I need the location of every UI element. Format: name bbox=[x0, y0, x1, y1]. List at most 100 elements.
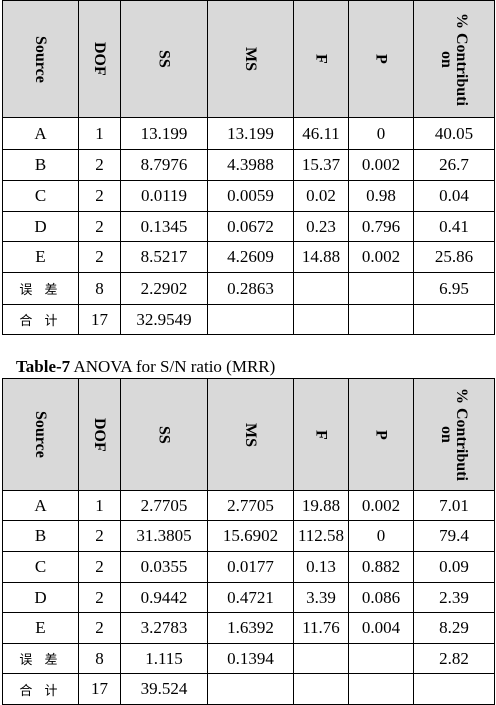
cell: 0.9442 bbox=[120, 582, 208, 613]
cell bbox=[348, 673, 414, 705]
header-cell: SS bbox=[120, 378, 208, 491]
cell: 25.86 bbox=[413, 241, 495, 273]
cell: 14.88 bbox=[293, 241, 349, 273]
table-caption: Table-7 ANOVA for S/N ratio (MRR) bbox=[16, 357, 275, 377]
cell: E bbox=[2, 612, 79, 644]
cell: 0.2863 bbox=[207, 272, 294, 305]
header-cell: P bbox=[348, 0, 414, 118]
cell: 2.7705 bbox=[207, 490, 294, 521]
cell: C bbox=[2, 551, 79, 583]
cell: 13.199 bbox=[120, 117, 208, 150]
cell: 0.4721 bbox=[207, 582, 294, 613]
cell: 0.0119 bbox=[120, 180, 208, 212]
header-text: Source bbox=[32, 35, 49, 83]
header-cell: DOF bbox=[78, 378, 121, 491]
cell: 2 bbox=[78, 149, 121, 181]
cell: 8 bbox=[78, 272, 121, 305]
cell bbox=[348, 643, 414, 674]
cell: 13.199 bbox=[207, 117, 294, 150]
cell: 0.0355 bbox=[120, 551, 208, 583]
cell: 32.9549 bbox=[120, 304, 208, 335]
cell: 2 bbox=[78, 211, 121, 242]
cell: 2 bbox=[78, 241, 121, 273]
cell: 0.1394 bbox=[207, 643, 294, 674]
cell: 17 bbox=[78, 673, 121, 705]
data-row: D 2 0.9442 0.4721 3.39 0.086 2.39 bbox=[2, 582, 495, 613]
header-text: DOF bbox=[91, 42, 108, 76]
cell: 3.2783 bbox=[120, 612, 208, 644]
header-text: P bbox=[372, 429, 390, 440]
cell: 6.95 bbox=[413, 272, 495, 305]
header-cell: F bbox=[293, 378, 349, 491]
data-row: 误 差 8 1.115 0.1394 2.82 bbox=[2, 643, 495, 674]
data-row: A 1 13.199 13.199 46.11 0 40.05 bbox=[2, 117, 495, 150]
header-text: F bbox=[312, 54, 330, 64]
cell bbox=[293, 673, 349, 705]
cell: 2 bbox=[78, 582, 121, 613]
cell: 8.5217 bbox=[120, 241, 208, 273]
data-row: C 2 0.0355 0.0177 0.13 0.882 0.09 bbox=[2, 551, 495, 583]
cell bbox=[207, 304, 294, 335]
header-cell: % Contribution bbox=[413, 0, 495, 118]
cell: 7.01 bbox=[413, 490, 495, 521]
data-row: A 1 2.7705 2.7705 19.88 0.002 7.01 bbox=[2, 490, 495, 521]
cell: 2.39 bbox=[413, 582, 495, 613]
data-row: 合 计 17 39.524 bbox=[2, 673, 495, 705]
header-text: % Contribution bbox=[438, 12, 470, 106]
header-text: Source bbox=[32, 411, 49, 458]
header-cell: Source bbox=[2, 378, 79, 491]
cell: 17 bbox=[78, 304, 121, 335]
header-text: MS bbox=[242, 47, 259, 71]
cell: 0.086 bbox=[348, 582, 414, 613]
cell: 2 bbox=[78, 551, 121, 583]
cell: 79.4 bbox=[413, 520, 495, 552]
header-text: SS bbox=[155, 425, 173, 444]
header-cell: DOF bbox=[78, 0, 121, 118]
caption-text: ANOVA for S/N ratio (MRR) bbox=[73, 357, 276, 376]
header-cell: P bbox=[348, 378, 414, 491]
cell: A bbox=[2, 117, 79, 150]
cell: 2 bbox=[78, 180, 121, 212]
cell: 0.41 bbox=[413, 211, 495, 242]
data-row: E 2 8.5217 4.2609 14.88 0.002 25.86 bbox=[2, 241, 495, 273]
cell: 0.0059 bbox=[207, 180, 294, 212]
cell: 合 计 bbox=[2, 304, 79, 335]
cell: 0.796 bbox=[348, 211, 414, 242]
cell: D bbox=[2, 211, 79, 242]
data-row: B 2 8.7976 4.3988 15.37 0.002 26.7 bbox=[2, 149, 495, 181]
cell: 8 bbox=[78, 643, 121, 674]
cell: 0.98 bbox=[348, 180, 414, 212]
header-text: P bbox=[372, 54, 390, 64]
cell bbox=[348, 272, 414, 305]
cell: 1 bbox=[78, 490, 121, 521]
data-row: 误 差 8 2.2902 0.2863 6.95 bbox=[2, 272, 495, 305]
cell: 8.7976 bbox=[120, 149, 208, 181]
cell: 31.3805 bbox=[120, 520, 208, 552]
cell: 0.13 bbox=[293, 551, 349, 583]
cell: 0.23 bbox=[293, 211, 349, 242]
cell: 0.1345 bbox=[120, 211, 208, 242]
cell: 8.29 bbox=[413, 612, 495, 644]
header-text: % Contribution bbox=[438, 388, 470, 481]
caption-label: Table-7 bbox=[16, 357, 71, 376]
cell: 误 差 bbox=[2, 272, 79, 305]
cell bbox=[413, 673, 495, 705]
data-row: D 2 0.1345 0.0672 0.23 0.796 0.41 bbox=[2, 211, 495, 242]
anova-table: Source DOF SS MS F P% Contribution A 1 2.7705 2.7… bbox=[2, 378, 495, 705]
cell: 46.11 bbox=[293, 117, 349, 150]
cell: 2 bbox=[78, 612, 121, 644]
cell: D bbox=[2, 582, 79, 613]
header-cell: F bbox=[293, 0, 349, 118]
cell: 0.02 bbox=[293, 180, 349, 212]
cell bbox=[293, 272, 349, 305]
cell: 4.2609 bbox=[207, 241, 294, 273]
anova-table: Source DOF SS MS F P% Contribution A 1 13.199 13.… bbox=[2, 0, 495, 335]
cell: 0.002 bbox=[348, 241, 414, 273]
cell: 0.0672 bbox=[207, 211, 294, 242]
cell: 112.58 bbox=[293, 520, 349, 552]
cell: E bbox=[2, 241, 79, 273]
cell: 11.76 bbox=[293, 612, 349, 644]
data-row: 合 计 17 32.9549 bbox=[2, 304, 495, 335]
cell: 0.002 bbox=[348, 490, 414, 521]
cell: 0.09 bbox=[413, 551, 495, 583]
